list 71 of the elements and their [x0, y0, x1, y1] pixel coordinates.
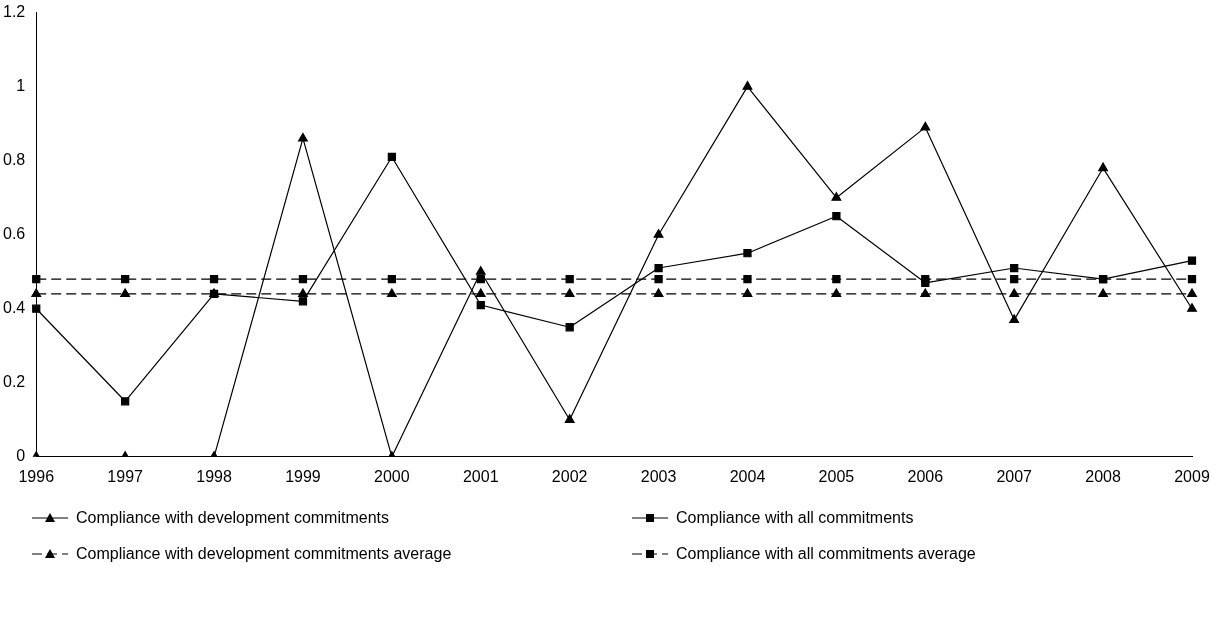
point [209, 274, 219, 284]
point [1010, 274, 1019, 284]
x-tick-label: 1998 [196, 467, 232, 485]
x-tick-label: 2005 [818, 467, 855, 485]
x-tick-label: 1996 [18, 467, 55, 485]
legend-label: Compliance with all commitments [676, 509, 914, 527]
point [565, 323, 574, 332]
point [387, 152, 396, 162]
point [1010, 263, 1019, 273]
point [564, 414, 575, 423]
point [1187, 303, 1197, 312]
y-tick-label: 0.8 [2, 151, 26, 169]
point [31, 288, 42, 298]
point [1187, 288, 1197, 298]
point [831, 192, 842, 201]
legend-label: Compliance with all commitments average [676, 545, 976, 563]
point [1187, 274, 1197, 284]
x-tick-label: 1997 [107, 467, 144, 485]
point [386, 288, 397, 298]
point [1009, 288, 1020, 298]
x-tick-label: 2000 [374, 467, 410, 485]
point [832, 212, 841, 221]
y-tick-label: 0.6 [2, 225, 26, 243]
y-tick-label: 1.2 [2, 3, 26, 21]
point [476, 300, 485, 310]
x-tick-label: 2003 [640, 467, 677, 485]
point [32, 304, 41, 313]
point [743, 249, 752, 258]
point [298, 132, 308, 142]
x-tick-label: 2001 [462, 467, 499, 485]
y-tick-label: 0 [16, 447, 26, 465]
point [654, 263, 663, 273]
point [564, 288, 575, 298]
x-tick-label: 2008 [1085, 467, 1121, 485]
point [475, 266, 486, 275]
point [653, 229, 664, 238]
point [1098, 162, 1109, 172]
point [1009, 314, 1020, 323]
y-tick-label: 0.4 [2, 299, 26, 317]
x-tick-label: 1999 [285, 467, 321, 485]
legend-label: Compliance with development commitments [76, 509, 390, 527]
point [121, 397, 130, 406]
point [1098, 288, 1109, 298]
point [120, 288, 131, 298]
point [742, 81, 753, 90]
point [832, 274, 841, 284]
point [387, 274, 396, 284]
point [742, 288, 753, 298]
point [920, 121, 931, 131]
point [921, 278, 930, 287]
point [654, 274, 663, 284]
point [1187, 256, 1197, 265]
point [475, 288, 486, 298]
point [32, 274, 41, 284]
x-tick-label: 2004 [729, 467, 766, 485]
point [298, 288, 308, 298]
point [298, 297, 308, 306]
y-tick-label: 0.2 [2, 373, 26, 391]
point [653, 288, 664, 298]
point [831, 288, 842, 298]
legend-label: Compliance with development commitments average [76, 545, 452, 563]
y-tick-label: 1 [16, 77, 26, 95]
x-tick-label: 2006 [907, 467, 944, 485]
point [298, 274, 308, 284]
x-tick-label: 2002 [551, 467, 588, 485]
x-tick-label: 2009 [1174, 467, 1210, 485]
point [920, 288, 931, 298]
point [565, 274, 574, 284]
x-tick-label: 2007 [996, 467, 1033, 485]
point [743, 274, 752, 284]
point [121, 274, 130, 284]
